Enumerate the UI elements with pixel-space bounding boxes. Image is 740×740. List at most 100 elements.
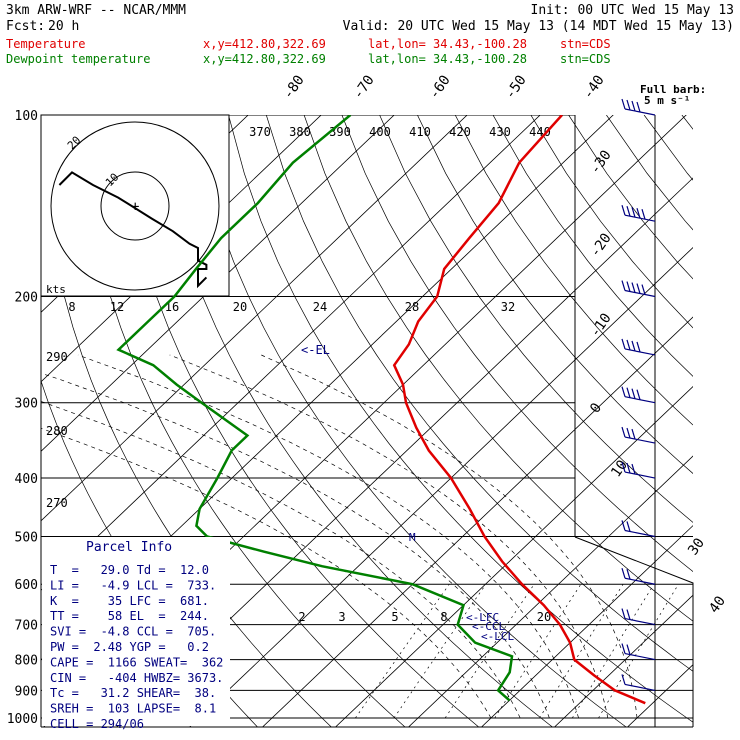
wind-barb-shaft bbox=[624, 683, 656, 691]
wind-barb-flag bbox=[631, 282, 636, 293]
moist-adiabat bbox=[41, 372, 550, 719]
wind-barb-flag bbox=[631, 388, 636, 399]
dewpoint-profile bbox=[116, 115, 514, 702]
right-lower-axis bbox=[574, 536, 694, 727]
wind-barb-flag bbox=[641, 284, 646, 295]
moist-adiabat bbox=[261, 354, 638, 719]
mixing-ratio-line bbox=[393, 584, 487, 719]
wind-barb-flag bbox=[621, 338, 626, 350]
parcel-info-row: LI = -4.9 LCL = 733. bbox=[50, 578, 216, 592]
theta-side-label: 290 bbox=[46, 350, 68, 364]
hodograph-center-marker: + bbox=[131, 199, 139, 215]
dry-adiabat bbox=[643, 115, 693, 181]
wind-barb-flag bbox=[626, 427, 631, 439]
parcel-info-title: Parcel Info bbox=[86, 540, 172, 555]
wind-barb-flag bbox=[631, 100, 636, 112]
temperature-profile bbox=[392, 115, 646, 705]
wind-barb bbox=[621, 426, 656, 444]
wind-barb-flag bbox=[626, 644, 631, 655]
forecast-label: Fcst: bbox=[6, 19, 45, 34]
isotherm-line bbox=[41, 115, 541, 591]
hodograph-unit: kts bbox=[46, 283, 66, 296]
el-marker: <-EL bbox=[301, 343, 330, 357]
m-marker: M bbox=[409, 531, 416, 544]
dewpoint-station: stn=CDS bbox=[560, 52, 611, 66]
mixing-ratio-line bbox=[444, 584, 535, 719]
isotherm-line bbox=[553, 594, 693, 727]
dewpoint-xy: x,y=412.80,322.69 bbox=[203, 52, 326, 66]
mixing-ratio-label: 8 bbox=[68, 300, 75, 314]
barb-key-title: Full barb: bbox=[640, 83, 706, 96]
wind-barb-flag bbox=[621, 386, 626, 397]
mixing-ratio-labels-top: 8 12 16 20 24 28 32 bbox=[68, 300, 515, 314]
dry-adiabat bbox=[190, 115, 627, 727]
parcel-info-row: CELL = 294/06 bbox=[50, 717, 144, 731]
forecast-hour: 20 h bbox=[48, 19, 79, 34]
dry-adiabat bbox=[265, 115, 693, 672]
parcel-info-row: PW = 2.48 YGP = 0.2 bbox=[50, 640, 209, 654]
isobar-label: 1000 bbox=[7, 712, 38, 727]
theta-side-label: 280 bbox=[46, 424, 68, 438]
wind-barb-flag bbox=[626, 99, 631, 111]
dry-adiabat bbox=[341, 115, 693, 573]
isotherm-label: -80 bbox=[280, 72, 308, 102]
model-title: 3km ARW-WRF -- NCAR/MMM bbox=[6, 3, 186, 18]
moist-adiabat bbox=[41, 427, 492, 719]
isotherm-label: -40 bbox=[580, 72, 608, 102]
wind-barb-flag bbox=[621, 426, 626, 438]
moist-adiabat bbox=[41, 401, 521, 719]
wind-barb-flag bbox=[621, 98, 626, 110]
temperature-station: stn=CDS bbox=[560, 37, 611, 51]
wind-barb-flag bbox=[636, 341, 641, 353]
isotherm-label: 40 bbox=[706, 593, 729, 616]
wind-barb bbox=[621, 608, 656, 626]
wind-barb bbox=[621, 461, 656, 479]
wind-barb-flag bbox=[636, 101, 641, 113]
parcel-info-row: SREH = 103 LAPSE= 8.1 bbox=[50, 702, 216, 716]
isobar-label: 500 bbox=[15, 530, 38, 545]
dry-adiabat bbox=[379, 115, 693, 523]
dry-adiabat bbox=[492, 115, 693, 377]
wind-barb bbox=[621, 386, 656, 404]
wind-barb-flag bbox=[621, 608, 626, 619]
isotherm-line bbox=[41, 115, 395, 452]
theta-label: 440 bbox=[529, 125, 551, 139]
parcel-info-row: T = 29.0 Td = 12.0 bbox=[50, 563, 209, 577]
dry-adiabat bbox=[606, 115, 693, 231]
theta-side-label: 270 bbox=[46, 496, 68, 510]
wind-barb bbox=[621, 338, 656, 356]
isotherm-line bbox=[41, 115, 468, 522]
dry-adiabat bbox=[228, 115, 693, 723]
isotherm-labels: -80 -70 -60 -50 -40 -30 -20 -10 0 10 30 40 bbox=[280, 72, 729, 616]
isotherm-label: 10 bbox=[608, 457, 631, 480]
theta-label: 430 bbox=[489, 125, 511, 139]
mixing-ratio-label: 28 bbox=[405, 300, 419, 314]
dry-adiabat bbox=[303, 115, 693, 622]
isotherm-label: -20 bbox=[587, 230, 615, 260]
isobar-label: 700 bbox=[15, 619, 38, 634]
isobar-label: 300 bbox=[15, 397, 38, 412]
mixing-ratio-label: 20 bbox=[233, 300, 247, 314]
mixing-ratio-label: 12 bbox=[110, 300, 124, 314]
wind-barb-flag bbox=[631, 340, 636, 352]
wind-barb bbox=[621, 568, 656, 585]
isotherm-line bbox=[0, 102, 43, 731]
wind-barb-flag bbox=[621, 280, 626, 291]
parcel-info-background bbox=[42, 537, 230, 726]
wind-barb-flag bbox=[626, 569, 631, 580]
mixing-ratio-line bbox=[355, 583, 450, 719]
isotherm-line bbox=[626, 664, 693, 727]
isobar-label: 900 bbox=[15, 684, 38, 699]
dewpoint-latlon: lat,lon= 34.43,-100.28 bbox=[368, 52, 527, 66]
isotherm-line bbox=[697, 102, 740, 731]
isotherm-line bbox=[188, 246, 693, 727]
wind-barb-flag bbox=[626, 462, 631, 474]
isotherm-line bbox=[334, 386, 693, 727]
temperature-latlon: lat,lon= 34.43,-100.28 bbox=[368, 37, 527, 51]
parcel-info-panel: Parcel Info T = 29.0 Td = 12.0LI = -4.9 … bbox=[42, 537, 230, 731]
wind-barb bbox=[621, 98, 656, 116]
lcl-marker: <-LCL bbox=[481, 630, 514, 643]
parcel-info-row: CAPE = 1166 SWEAT= 362 bbox=[50, 655, 223, 669]
wind-barb-flag bbox=[621, 674, 626, 685]
